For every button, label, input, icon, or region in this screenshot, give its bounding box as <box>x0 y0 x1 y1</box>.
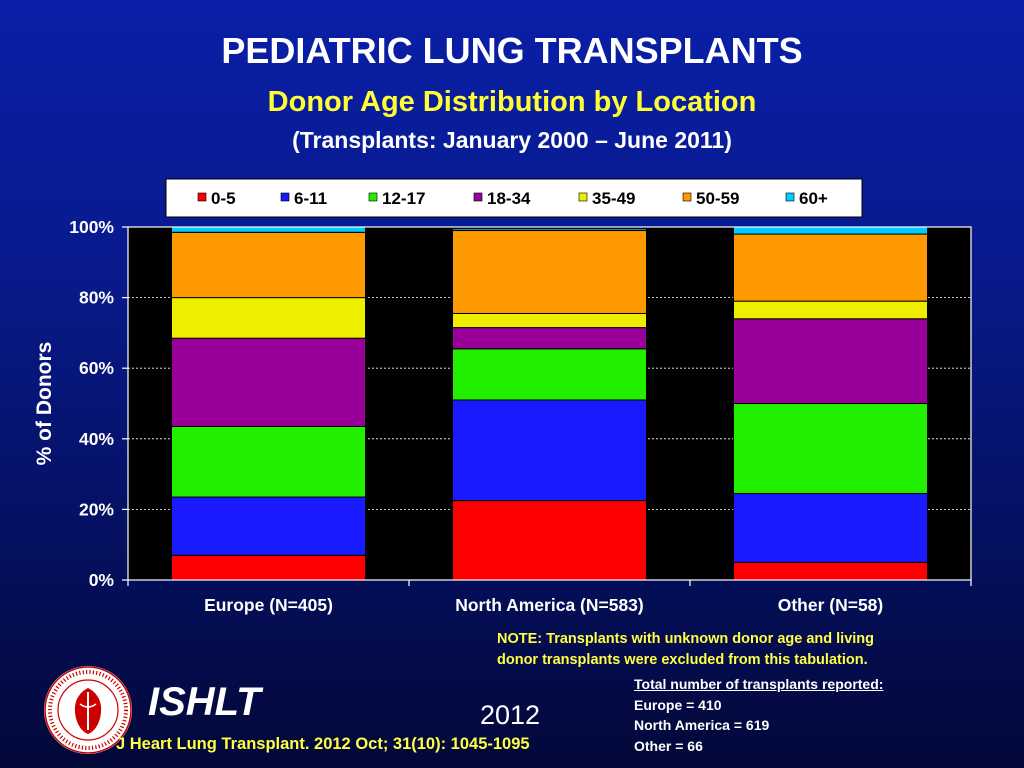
bar-segment-60+ <box>171 226 366 233</box>
legend-swatch-50-59 <box>682 192 692 202</box>
bar-segment-6-11 <box>452 399 647 502</box>
legend-label-50-59: 50-59 <box>696 189 739 208</box>
y-tick-label: 20% <box>79 499 114 519</box>
bar-segment-12-17 <box>452 348 647 401</box>
legend-swatch-18-34 <box>473 192 483 202</box>
legend-swatch-35-49 <box>578 192 588 202</box>
legend-swatch-12-17 <box>368 192 378 202</box>
y-tick-label: 40% <box>79 429 114 449</box>
bar-segment-35-49 <box>452 312 647 329</box>
org-name: ISHLT <box>148 680 261 724</box>
x-tick-label: Other (N=58) <box>778 595 884 615</box>
legend-swatch-6-11 <box>280 192 290 202</box>
totals-europe: Europe = 410 <box>634 696 722 713</box>
chart-subtitle: Donor Age Distribution by Location <box>267 86 757 118</box>
stacked-bar-chart: 0-5 6-11 12-17 18-34 35-49 50-59 60+ Europe (N… <box>33 178 972 615</box>
plot-area <box>128 226 971 581</box>
legend-swatch-0-5 <box>197 192 207 202</box>
y-tick-label: 100% <box>69 217 114 237</box>
legend-label-12-17: 12-17 <box>382 189 425 208</box>
legend-label-60+: 60+ <box>799 189 828 208</box>
totals-header: Total number of transplants reported: <box>634 676 884 692</box>
bar-segment-18-34 <box>733 318 928 404</box>
report-year: 2012 <box>480 700 541 730</box>
totals-block: Total number of transplants reported: Eu… <box>634 674 883 756</box>
page-title: PEDIATRIC LUNG TRANSPLANTS <box>221 30 803 71</box>
legend-label-35-49: 35-49 <box>592 189 635 208</box>
journal-citation: J Heart Lung Transplant. 2012 Oct; 31(10… <box>116 735 530 753</box>
bar-segment-12-17 <box>171 425 366 498</box>
bar-segment-35-49 <box>171 297 366 339</box>
y-axis-label: % of Donors <box>33 342 56 466</box>
bar-segment-60+ <box>733 226 928 235</box>
bar-segment-18-34 <box>171 337 366 427</box>
bar-segment-35-49 <box>733 300 928 320</box>
legend-label-18-34: 18-34 <box>487 189 531 208</box>
legend-label-0-5: 0-5 <box>211 189 236 208</box>
bar-segment-6-11 <box>733 493 928 563</box>
ishlt-logo <box>44 666 132 754</box>
chart-legend: 0-5 6-11 12-17 18-34 35-49 50-59 60+ <box>165 178 863 218</box>
y-tick-label: 0% <box>89 570 115 590</box>
axes: Europe (N=405) North America (N=583) Other… <box>33 217 972 615</box>
chart-date-range: (Transplants: January 2000 – June 2011) <box>292 127 732 153</box>
bar-segment-6-11 <box>171 496 366 556</box>
legend-label-6-11: 6-11 <box>294 189 327 208</box>
totals-north-america: North America = 619 <box>634 717 770 733</box>
bar-segment-50-59 <box>733 233 928 302</box>
plot-border <box>127 226 972 581</box>
bar-segment-50-59 <box>452 230 647 314</box>
note-line-2: donor transplants were excluded from thi… <box>497 652 868 668</box>
y-tick-label: 80% <box>79 288 114 308</box>
x-tick-label: Europe (N=405) <box>204 595 333 615</box>
y-tick-label: 60% <box>79 358 114 378</box>
bar-segment-12-17 <box>733 403 928 495</box>
totals-other: Other = 66 <box>634 737 703 754</box>
note-line-1: NOTE: Transplants with unknown donor age… <box>497 631 875 647</box>
x-tick-label: North America (N=583) <box>455 595 644 615</box>
bar-segment-60+ <box>452 228 647 232</box>
bar-segment-18-34 <box>452 327 647 350</box>
bar-segment-0-5 <box>452 500 647 581</box>
bar-segment-0-5 <box>733 561 928 581</box>
exclusion-note: NOTE: Transplants with unknown donor age… <box>497 629 967 671</box>
bar-segment-50-59 <box>171 231 366 299</box>
bar-segment-0-5 <box>171 554 366 581</box>
legend-swatch-60+ <box>785 192 795 202</box>
